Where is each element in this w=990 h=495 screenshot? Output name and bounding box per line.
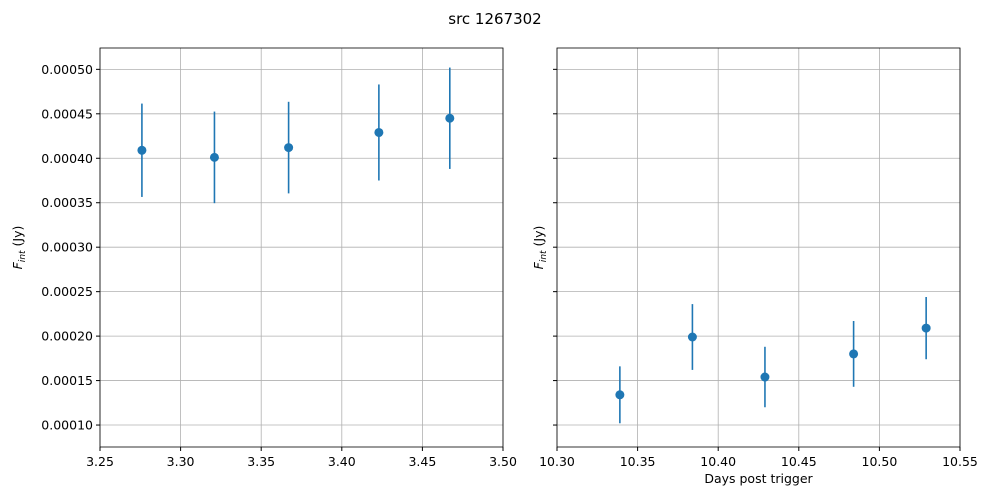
x-tick-label: 3.50 (489, 454, 517, 469)
y-label-unit: (Jy) (10, 226, 25, 247)
y-tick-label: 0.00030 (41, 240, 93, 255)
x-tick-label: 3.35 (247, 454, 275, 469)
data-point (687, 332, 697, 342)
data-point (445, 113, 455, 123)
y-tick-label: 0.00010 (41, 418, 93, 433)
x-axis-label: Days post trigger (704, 471, 813, 486)
y-label-subscript: int (18, 250, 28, 262)
x-tick-label: 10.45 (781, 454, 817, 469)
y-label-subscript: int (539, 250, 549, 262)
data-point (209, 152, 219, 162)
data-point (760, 372, 770, 382)
data-point (374, 127, 384, 137)
y-tick-label: 0.00045 (41, 106, 93, 121)
x-tick-label: 10.50 (862, 454, 898, 469)
figure-title: src 1267302 (448, 10, 541, 28)
plot-frame (556, 47, 961, 448)
data-point (137, 145, 147, 155)
y-tick-label: 0.00040 (41, 151, 93, 166)
x-tick-label: 10.35 (620, 454, 656, 469)
y-tick-label: 0.00015 (41, 373, 93, 388)
x-tick-label: 10.55 (942, 454, 978, 469)
y-axis-label: Fint (Jy) (10, 226, 28, 270)
x-tick-label: 3.30 (167, 454, 195, 469)
x-tick-label: 10.30 (539, 454, 575, 469)
plot-frame (99, 47, 504, 448)
data-point (849, 349, 859, 359)
y-label-symbol: F (531, 261, 546, 269)
data-point (284, 143, 294, 153)
x-tick-label: 3.45 (408, 454, 436, 469)
x-tick-label: 3.25 (86, 454, 114, 469)
y-axis-label: Fint (Jy) (531, 226, 549, 270)
x-tick-label: 3.40 (328, 454, 356, 469)
y-label-symbol: F (10, 261, 25, 269)
y-tick-label: 0.00050 (41, 62, 93, 77)
y-tick-label: 0.00025 (41, 284, 93, 299)
data-point (921, 323, 931, 333)
x-tick-label: 10.40 (700, 454, 736, 469)
y-tick-label: 0.00035 (41, 195, 93, 210)
y-label-unit: (Jy) (531, 226, 546, 247)
y-tick-label: 0.00020 (41, 329, 93, 344)
data-point (615, 390, 625, 400)
